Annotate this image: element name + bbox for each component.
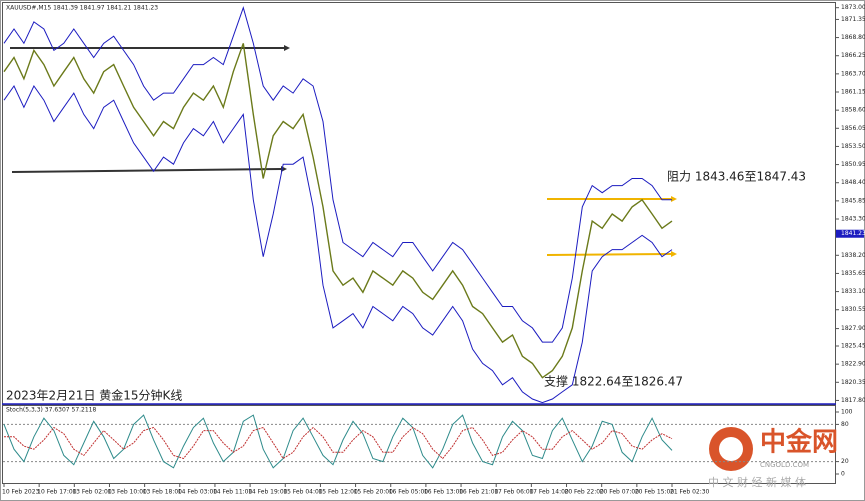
series-line bbox=[3, 85, 673, 404]
x-tick-label: 13 Feb 18:00 bbox=[143, 489, 183, 496]
series-line bbox=[3, 6, 672, 343]
arrow-head bbox=[671, 251, 677, 257]
x-tick-label: 13 Feb 02:00 bbox=[72, 489, 112, 496]
logo-inner bbox=[719, 437, 743, 461]
x-tick-label: 13 Feb 10:00 bbox=[107, 489, 147, 496]
watermark-tagline: 中 文 财 经 新 媒 体 bbox=[708, 475, 806, 489]
y-tick-label: 1838.20 bbox=[841, 252, 865, 259]
series-line bbox=[3, 414, 673, 469]
x-tick-label: 20 Feb 07:00 bbox=[600, 489, 640, 496]
x-tick-label: 14 Feb 19:00 bbox=[248, 489, 288, 496]
resistance-label: 阻力 1843.46至1847.43 bbox=[667, 170, 806, 184]
support-line bbox=[546, 253, 673, 256]
x-tick-label: 10 Feb 2023 bbox=[2, 489, 40, 496]
y-tick-label: 1845.85 bbox=[841, 197, 865, 204]
y-tick-label: 100 bbox=[841, 409, 853, 416]
y-tick-label: 0 bbox=[841, 471, 845, 478]
y-tick-label: 1866.25 bbox=[841, 52, 865, 59]
arrow-head bbox=[671, 196, 677, 202]
y-tick-label: 1835.65 bbox=[841, 270, 865, 277]
x-tick-label: 15 Feb 04:00 bbox=[283, 489, 323, 496]
x-tick-label: 15 Feb 20:00 bbox=[354, 489, 394, 496]
arrow-head bbox=[284, 45, 290, 51]
x-tick-label: 21 Feb 02:30 bbox=[670, 489, 710, 496]
watermark-url: CNGOLD.COM bbox=[760, 461, 809, 469]
stoch-title: Stoch(5,3,3) 37.6307 57.2118 bbox=[6, 407, 97, 414]
y-tick-label: 1822.90 bbox=[841, 361, 865, 368]
y-tick-label: 1825.45 bbox=[841, 343, 865, 350]
y-tick-label: 1868.80 bbox=[841, 34, 865, 41]
y-tick-label: 1871.35 bbox=[841, 16, 865, 23]
stoch-plot bbox=[2, 405, 836, 484]
y-tick-label: 1848.40 bbox=[841, 179, 865, 186]
x-tick-label: 20 Feb 22:00 bbox=[565, 489, 605, 496]
price-tag-label: 1841.23 bbox=[841, 230, 865, 237]
series-line bbox=[4, 426, 673, 460]
y-tick-label: 80 bbox=[841, 421, 849, 428]
y-tick-label: 1843.30 bbox=[841, 216, 865, 223]
y-tick-label: 1856.05 bbox=[841, 125, 865, 132]
watermark-name: 中金网 bbox=[760, 427, 838, 458]
y-tick-label: 1830.55 bbox=[841, 306, 865, 313]
x-tick-label: 16 Feb 21:00 bbox=[459, 489, 499, 496]
x-tick-label: 14 Feb 03:00 bbox=[178, 489, 218, 496]
y-tick-label: 1853.50 bbox=[841, 143, 865, 150]
x-tick-label: 15 Feb 12:00 bbox=[318, 489, 358, 496]
y-tick-label: 1817.80 bbox=[841, 397, 865, 404]
chart-subtitle: 2023年2月21日 黄金15分钟K线 bbox=[6, 388, 182, 403]
y-tick-label: 1858.60 bbox=[841, 107, 865, 114]
y-tick-label: 1863.70 bbox=[841, 70, 865, 77]
y-tick-label: 20 bbox=[841, 458, 849, 465]
y-tick-label: 1873.00 bbox=[841, 4, 865, 11]
series-line bbox=[3, 43, 673, 379]
x-tick-label: 16 Feb 05:00 bbox=[389, 489, 429, 496]
support-label: 支撑 1822.64至1826.47 bbox=[544, 374, 683, 389]
y-tick-label: 1833.10 bbox=[841, 288, 865, 295]
arrow-line bbox=[11, 168, 283, 173]
x-tick-label: 17 Feb 06:00 bbox=[494, 489, 534, 496]
x-tick-label: 10 Feb 17:00 bbox=[37, 489, 77, 496]
y-tick-label: 1861.15 bbox=[841, 89, 865, 96]
y-tick-label: 1850.95 bbox=[841, 161, 865, 168]
x-tick-label: 20 Feb 15:00 bbox=[635, 489, 675, 496]
x-tick-label: 14 Feb 11:00 bbox=[213, 489, 253, 496]
x-tick-label: 17 Feb 14:00 bbox=[529, 489, 569, 496]
symbol-title: XAUUSD#,M15 1841.39 1841.97 1841.21 1841… bbox=[6, 5, 158, 12]
x-tick-label: 16 Feb 13:00 bbox=[424, 489, 464, 496]
y-tick-label: 1827.90 bbox=[841, 325, 865, 332]
y-tick-label: 1820.35 bbox=[841, 379, 865, 386]
price-tag bbox=[836, 229, 864, 238]
